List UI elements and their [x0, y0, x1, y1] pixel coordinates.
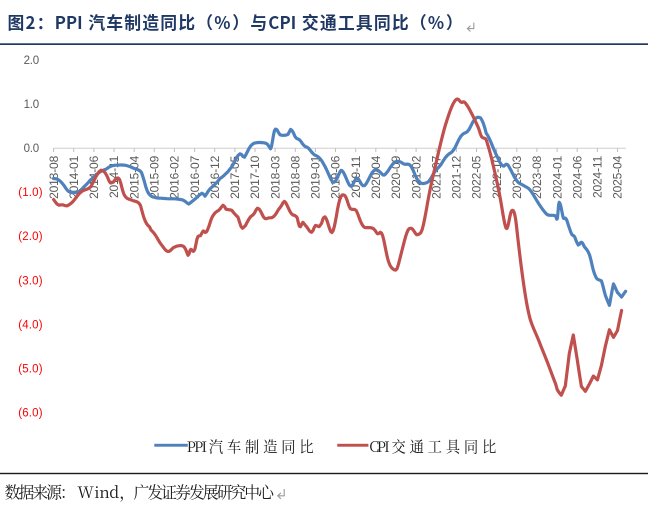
svg-text:(1.0): (1.0): [18, 187, 42, 199]
svg-text:2018-03: 2018-03: [268, 155, 282, 198]
svg-text:(6.0): (6.0): [18, 408, 42, 420]
svg-text:0.0: 0.0: [24, 143, 39, 155]
svg-text:2.0: 2.0: [24, 55, 39, 67]
svg-text:2015-09: 2015-09: [148, 155, 162, 198]
svg-text:2019-01: 2019-01: [309, 155, 323, 198]
svg-text:2024-01: 2024-01: [550, 155, 564, 198]
svg-text:2016-07: 2016-07: [188, 155, 202, 198]
svg-text:2022-05: 2022-05: [470, 155, 484, 198]
svg-text:2025-04: 2025-04: [611, 155, 625, 198]
svg-text:1.0: 1.0: [24, 99, 39, 111]
svg-text:2019-06: 2019-06: [329, 155, 343, 198]
svg-text:2023-03: 2023-03: [510, 155, 524, 198]
svg-text:2020-04: 2020-04: [369, 155, 383, 198]
svg-text:2014-01: 2014-01: [67, 155, 81, 198]
svg-text:2019-11: 2019-11: [349, 155, 363, 198]
svg-text:(2.0): (2.0): [18, 231, 42, 243]
svg-text:2024-06: 2024-06: [570, 155, 584, 198]
svg-text:2015-04: 2015-04: [127, 155, 141, 198]
svg-text:2014-11: 2014-11: [107, 155, 121, 198]
svg-text:(5.0): (5.0): [18, 364, 42, 376]
svg-text:2018-08: 2018-08: [289, 155, 303, 198]
svg-text:2016-02: 2016-02: [168, 155, 182, 198]
svg-text:(4.0): (4.0): [18, 319, 42, 331]
svg-text:(3.0): (3.0): [18, 275, 42, 287]
svg-text:2024-11: 2024-11: [591, 155, 605, 198]
svg-text:2021-12: 2021-12: [450, 155, 464, 198]
svg-text:2017-10: 2017-10: [248, 155, 262, 198]
svg-text:2023-08: 2023-08: [530, 155, 544, 198]
